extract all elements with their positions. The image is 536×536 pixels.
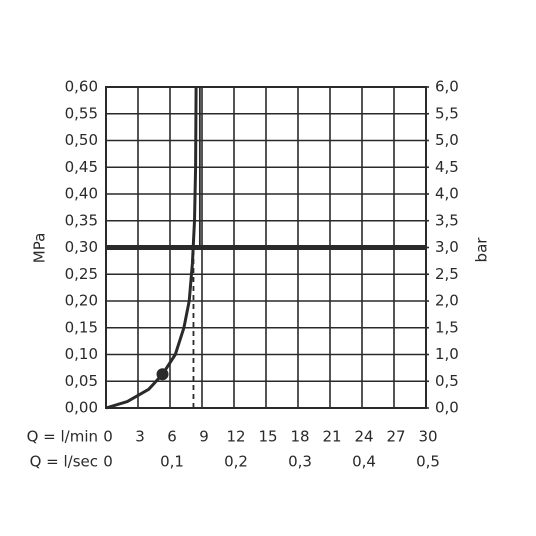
y2-tick-label: 3,5 (435, 211, 459, 229)
x2-tick-label: 0,3 (288, 453, 312, 471)
y2-tick-label: 3,0 (435, 238, 459, 256)
x-tick-label: 27 (386, 428, 405, 446)
y2-tick-label: 1,5 (435, 318, 459, 336)
y2-tick-label: 4,5 (435, 158, 459, 176)
x2-axis-label: Q = l/sec (30, 453, 98, 471)
x-tick-label: 0 (103, 428, 113, 446)
y-tick-label: 0,05 (65, 372, 98, 390)
x2-tick-label: 0,2 (224, 453, 248, 471)
curve (105, 86, 198, 410)
x-tick-label: 21 (322, 428, 341, 446)
x-tick-label: 12 (226, 428, 245, 446)
x2-tick-label: 0,1 (160, 453, 184, 471)
x-tick-label: 6 (167, 428, 177, 446)
y-axis-label: MPa (31, 233, 49, 264)
y2-tick-label: 0,0 (435, 399, 459, 417)
x-tick-label: 24 (354, 428, 373, 446)
y2-tick-label: 2,0 (435, 292, 459, 310)
y2-tick-label: 6,0 (435, 78, 459, 96)
y2-axis-label: bar (473, 237, 491, 263)
y-tick-label: 0,25 (65, 265, 98, 283)
y2-tick-label: 1,0 (435, 345, 459, 363)
y-tick-label: 0,10 (65, 345, 98, 363)
x-tick-label: 30 (418, 428, 437, 446)
y-tick-label: 0,30 (65, 238, 98, 256)
y-tick-label: 0,15 (65, 318, 98, 336)
y-tick-label: 0,50 (65, 131, 98, 149)
x-tick-label: 15 (258, 428, 277, 446)
y-tick-label: 0,55 (65, 104, 98, 122)
y2-tick-label: 4,0 (435, 185, 459, 203)
y-tick-label: 0,00 (65, 399, 98, 417)
x-tick-label: 9 (199, 428, 209, 446)
y-tick-label: 0,45 (65, 158, 98, 176)
y-tick-label: 0,60 (65, 78, 98, 96)
x-tick-label: 18 (290, 428, 309, 446)
y2-tick-label: 5,5 (435, 104, 459, 122)
y-tick-label: 0,40 (65, 185, 98, 203)
plot-frame (105, 86, 427, 409)
x-axis-label: Q = l/min (27, 428, 98, 446)
y-tick-label: 0,20 (65, 292, 98, 310)
y2-tick-label: 0,5 (435, 372, 459, 390)
y2-tick-label: 2,5 (435, 265, 459, 283)
y2-tick-label: 5,0 (435, 131, 459, 149)
operating-point (156, 368, 169, 381)
x-tick-label: 3 (135, 428, 145, 446)
y-tick-label: 0,35 (65, 211, 98, 229)
x2-tick-label: 0 (103, 453, 113, 471)
x2-tick-label: 0,5 (416, 453, 440, 471)
x2-tick-label: 0,4 (352, 453, 376, 471)
